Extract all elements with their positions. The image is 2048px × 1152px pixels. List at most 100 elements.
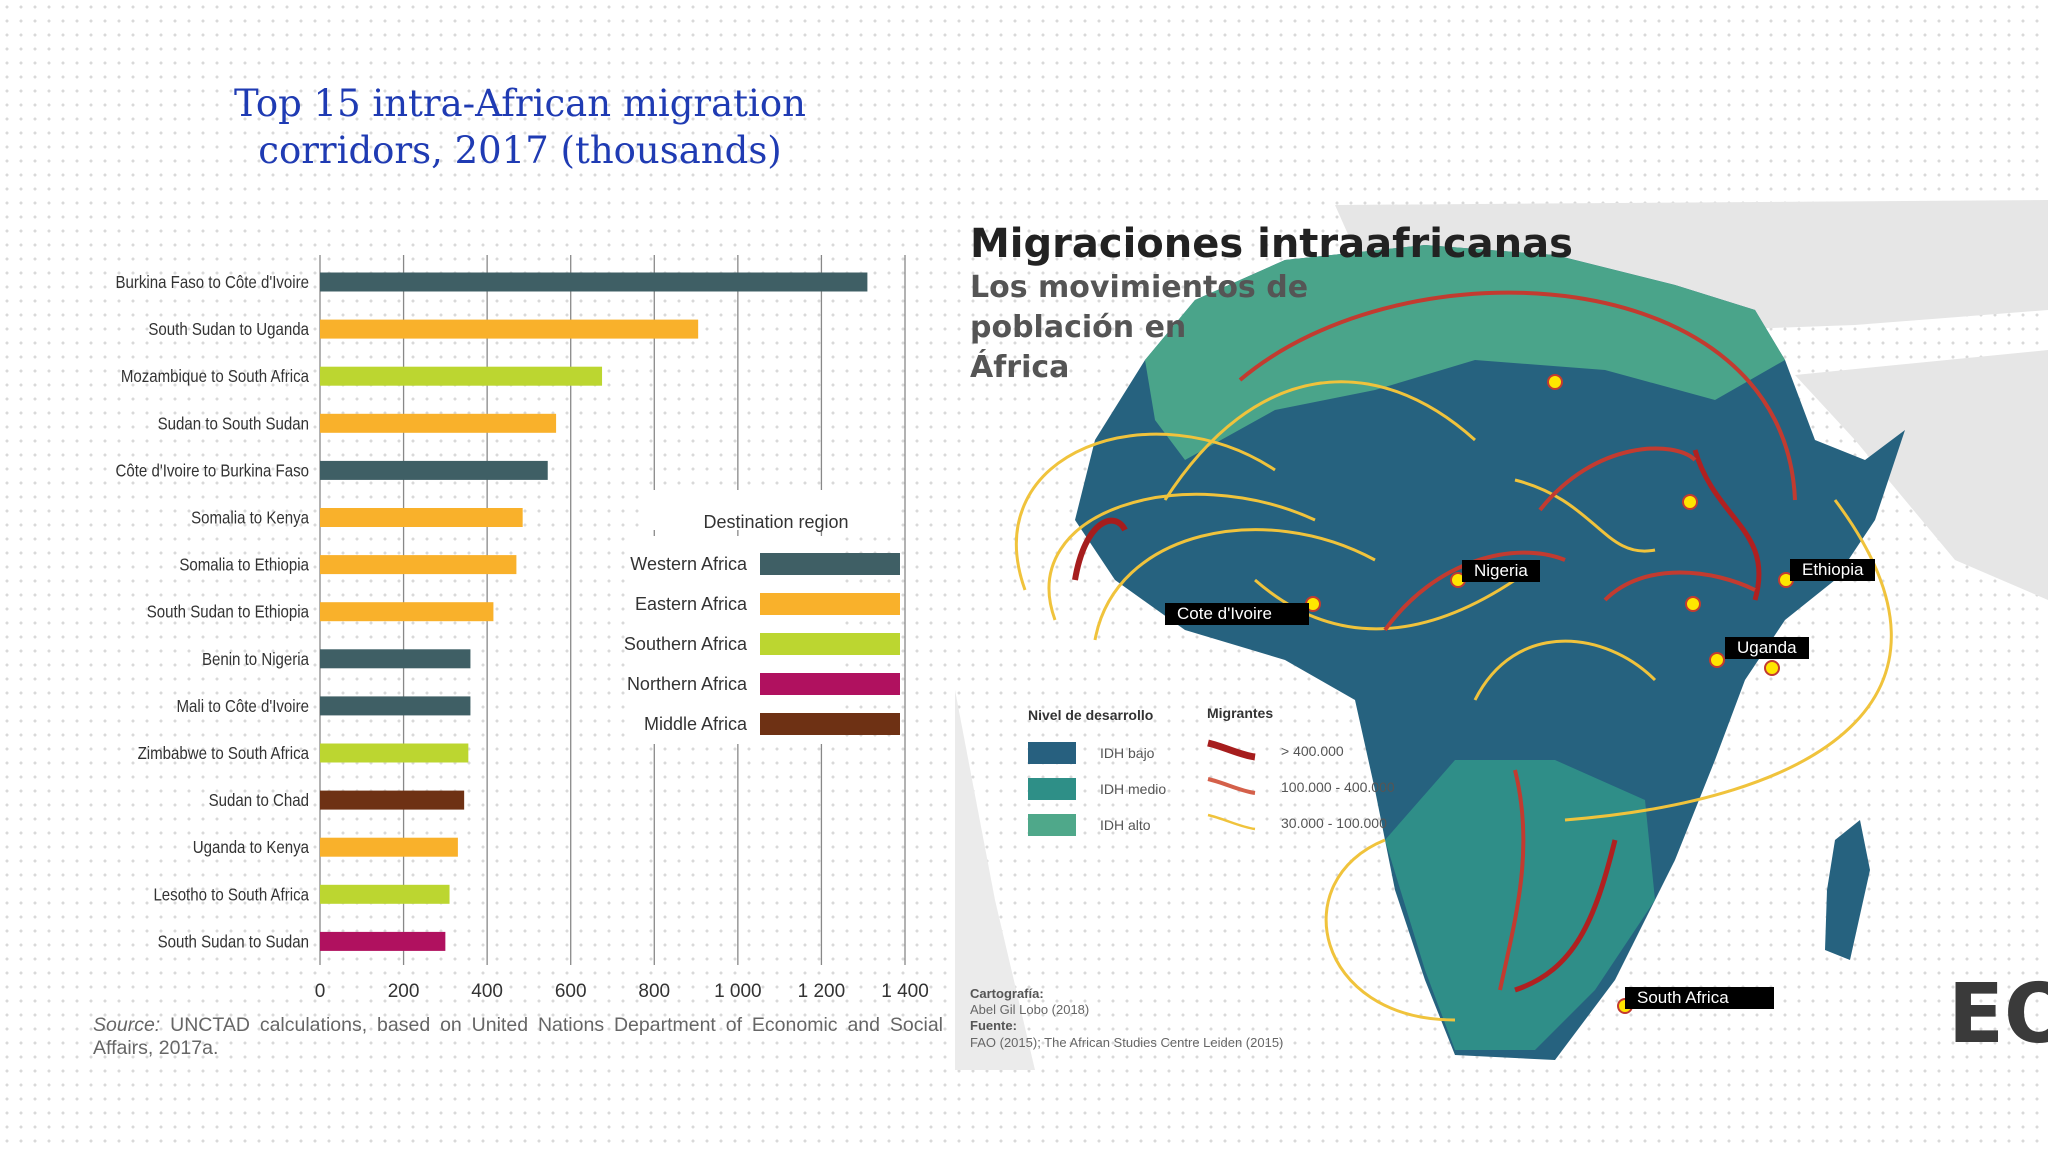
map-label-south-africa: South Africa: [1625, 987, 1774, 1009]
category-label: Uganda to Kenya: [193, 838, 310, 857]
dev-swatch: [1028, 742, 1076, 764]
mig-label: 100.000 - 400.000: [1281, 779, 1395, 795]
flow-yellow-8: [1514, 478, 1656, 553]
source-text: UNCTAD calculations, based on United Nat…: [93, 1014, 944, 1059]
bar: [320, 413, 557, 433]
x-tick-label: 1 200: [798, 981, 846, 1002]
dev-swatch: [1028, 814, 1076, 836]
x-tick-label: 600: [555, 981, 587, 1002]
arabia-land: [1795, 350, 2048, 600]
bar: [320, 696, 471, 716]
bar: [320, 837, 458, 857]
africa-migration-map: Migraciones intraafricanas Los movimient…: [955, 200, 2048, 1070]
flow-yellow-1: [1015, 432, 1276, 591]
legend-label: Western Africa: [630, 554, 748, 574]
bar: [320, 319, 699, 339]
legend-title-bg: [645, 490, 895, 530]
map-title: Migraciones intraafricanas: [970, 221, 1573, 267]
mig-label: 30.000 - 100.000: [1281, 815, 1387, 831]
category-label: Lesotho to South Africa: [153, 885, 309, 904]
legend-swatch: [760, 673, 900, 695]
source-note: Source: UNCTAD calculations, based on Un…: [93, 1014, 943, 1060]
credit-text-2: FAO (2015); The African Studies Centre L…: [970, 1035, 1283, 1050]
north-africa-shape: [1145, 245, 1785, 460]
marker-uganda: [1709, 652, 1725, 668]
map-label-ethiopia: Ethiopia: [1790, 559, 1876, 581]
x-tick-label: 0: [315, 981, 326, 1002]
flow-red-1: [1238, 290, 1797, 501]
flow-red-2: [1692, 449, 1762, 601]
category-label: Sudan to South Sudan: [158, 414, 309, 433]
legend-swatch: [760, 713, 900, 735]
legend-label: Northern Africa: [627, 674, 748, 694]
city-markers: [1305, 374, 1794, 1014]
category-label: Benin to Nigeria: [202, 650, 310, 669]
category-label: South Sudan to Sudan: [158, 932, 309, 951]
dev-swatch: [1028, 778, 1076, 800]
bar: [320, 602, 494, 622]
flow-yellow-6: [1564, 499, 1893, 822]
africa-shape: [1075, 245, 1905, 1060]
legend-mig-title: Migrantes: [1207, 705, 1273, 721]
flow-yellow-4: [1163, 380, 1477, 501]
legend-dev-title: Nivel de desarrollo: [1028, 707, 1153, 723]
west-sahara-land: [955, 690, 1035, 1070]
bar: [320, 743, 469, 763]
category-label: Mali to Côte d'Ivoire: [177, 697, 309, 716]
bar: [320, 884, 450, 904]
mig-arrow: [1207, 739, 1256, 761]
credit-label-2: Fuente:: [970, 1018, 1017, 1033]
madagascar-shape: [1825, 820, 1870, 960]
x-tick-label: 1 400: [881, 981, 929, 1002]
flow-red-3: [1538, 446, 1697, 512]
flow-red-6: [1514, 839, 1618, 993]
legend-swatch: [760, 553, 900, 575]
map-subtitle-2: población en: [970, 310, 1186, 345]
slide-title-line2: corridors, 2017 (thousands): [258, 129, 782, 172]
category-label: Burkina Faso to Côte d'Ivoire: [115, 273, 309, 292]
marker-kenya: [1764, 660, 1780, 676]
bar: [320, 508, 523, 527]
logo: EO: [1948, 967, 2048, 1062]
map-subtitle-1: Los movimientos de: [970, 270, 1308, 305]
flow-red-7: [1072, 517, 1128, 581]
dev-label: IDH medio: [1100, 781, 1166, 797]
map-legend-rows: IDH bajo IDH medio IDH alto > 400.000 100.00…: [1028, 739, 1395, 836]
map-label-cote-divoire: Cote d'Ivoire: [1165, 603, 1309, 625]
category-label: Côte d'Ivoire to Burkina Faso: [115, 461, 309, 480]
credit-text-1: Abel Gil Lobo (2018): [970, 1002, 1089, 1017]
dev-label: IDH alto: [1100, 817, 1151, 833]
category-label: South Sudan to Uganda: [148, 320, 309, 339]
legend-label: Eastern Africa: [635, 594, 748, 614]
bar: [320, 460, 548, 480]
slide-title-line1: Top 15 intra-African migration: [234, 82, 806, 125]
category-label: Mozambique to South Africa: [121, 367, 310, 386]
flow-red-4: [1603, 570, 1756, 602]
slide-title: Top 15 intra-African migration corridors…: [180, 80, 860, 174]
map-subtitle-3: África: [970, 349, 1069, 385]
bar: [320, 272, 868, 292]
legend-title: Destination region: [703, 512, 848, 532]
marker-sudan: [1682, 494, 1698, 510]
bar: [320, 790, 465, 810]
southern-africa-shape: [1385, 760, 1655, 1050]
category-label: Somalia to Kenya: [191, 508, 310, 527]
x-tick-label: 800: [638, 981, 670, 1002]
x-tick-label: 200: [388, 981, 420, 1002]
flow-yellow-5: [1324, 838, 1456, 1022]
map-label-uganda: Uganda: [1725, 637, 1809, 659]
marker-south-sudan: [1685, 596, 1701, 612]
category-label: Sudan to Chad: [209, 791, 309, 810]
x-tick-label: 1 000: [714, 981, 762, 1002]
mig-arrow: [1207, 813, 1256, 831]
category-label: South Sudan to Ethiopia: [147, 603, 310, 622]
legend-label: Middle Africa: [644, 714, 748, 734]
bar: [320, 555, 517, 575]
flow-red-5: [1498, 769, 1526, 991]
mig-label: > 400.000: [1281, 743, 1344, 759]
bar-chart: 0 200 400 600 800 1 000 1 200 1 400 Burkina Faso…: [115, 255, 929, 1002]
category-label: Zimbabwe to South Africa: [138, 744, 310, 763]
mig-arrow: [1207, 777, 1256, 795]
bar: [320, 931, 446, 951]
flow-yellow-3: [1093, 528, 1376, 641]
